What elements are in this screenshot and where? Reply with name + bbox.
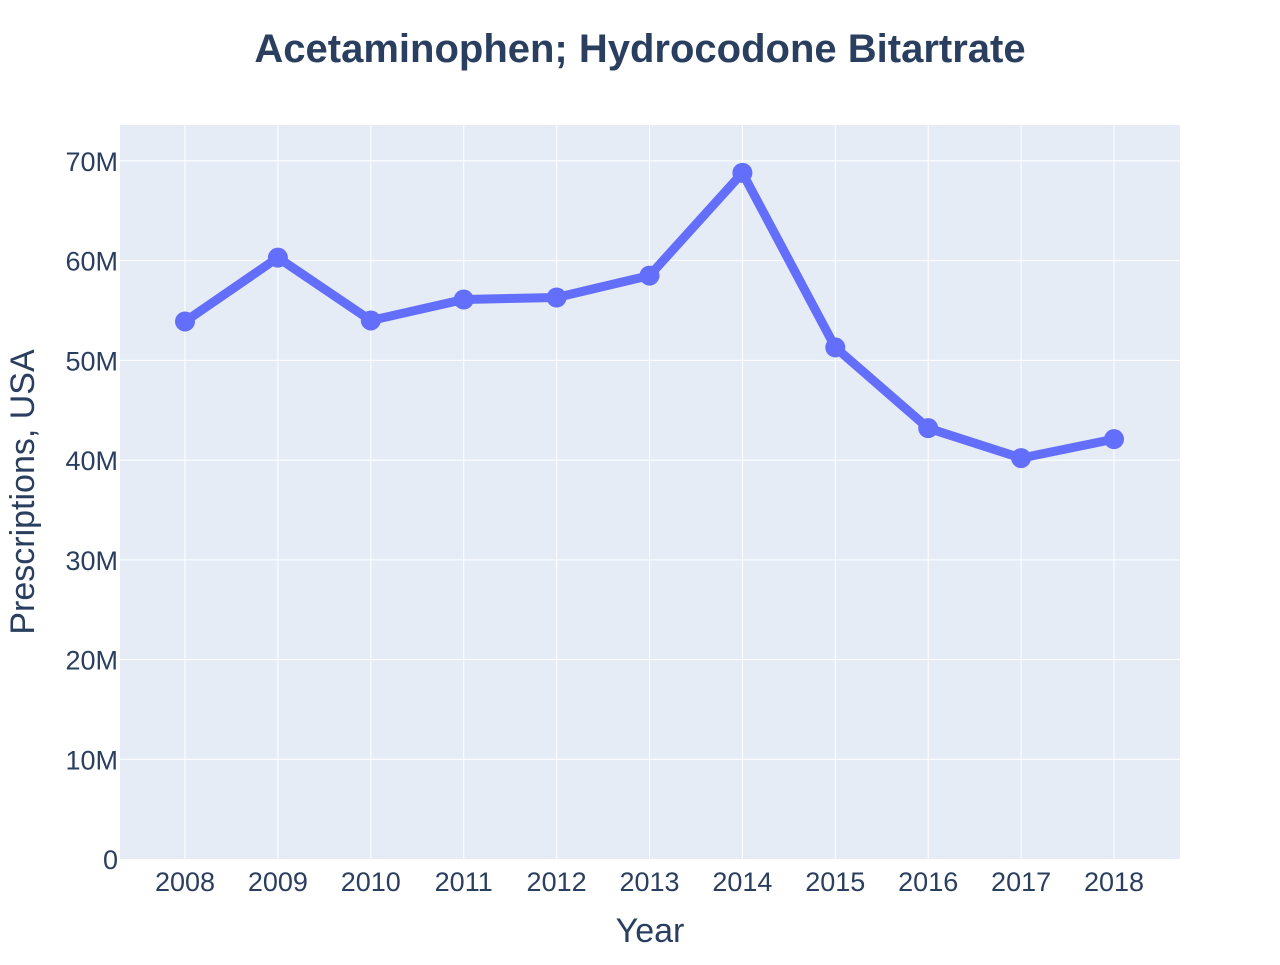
y-tick-label: 50M bbox=[65, 346, 118, 376]
x-tick-label: 2008 bbox=[155, 867, 215, 897]
x-tick-label: 2012 bbox=[527, 867, 587, 897]
x-axis-tick-labels: 2008 2009 2010 2011 2012 2013 2014 2015 2016 2017… bbox=[155, 867, 1144, 897]
x-tick-label: 2011 bbox=[435, 867, 493, 897]
chart-title: Acetaminophen; Hydrocodone Bitartrate bbox=[254, 27, 1025, 71]
x-tick-label: 2016 bbox=[898, 867, 958, 897]
y-tick-label: 30M bbox=[65, 546, 118, 576]
x-tick-label: 2009 bbox=[248, 867, 308, 897]
x-tick-label: 2010 bbox=[341, 867, 401, 897]
y-tick-label: 20M bbox=[65, 646, 118, 676]
x-axis-title: Year bbox=[616, 912, 685, 950]
y-tick-label: 10M bbox=[65, 745, 118, 775]
y-tick-label: 60M bbox=[65, 247, 118, 277]
grid-lines bbox=[120, 125, 1180, 859]
series-layer bbox=[175, 162, 1124, 469]
data-point bbox=[918, 418, 939, 439]
data-point bbox=[1104, 429, 1124, 450]
data-point bbox=[639, 265, 660, 286]
data-point bbox=[546, 287, 567, 308]
data-point bbox=[175, 311, 195, 332]
data-point bbox=[1011, 448, 1032, 469]
data-point bbox=[453, 289, 474, 310]
x-tick-label: 2018 bbox=[1084, 867, 1144, 897]
y-axis-tick-labels: 0 10M 20M 30M 40M 50M 60M 70M bbox=[65, 147, 118, 875]
data-point bbox=[732, 162, 753, 183]
y-tick-label: 0 bbox=[103, 845, 118, 875]
x-tick-label: 2013 bbox=[619, 867, 679, 897]
y-tick-label: 40M bbox=[65, 446, 118, 476]
x-tick-label: 2014 bbox=[712, 867, 772, 897]
y-tick-label: 70M bbox=[65, 147, 118, 177]
data-point bbox=[267, 247, 288, 268]
x-tick-label: 2017 bbox=[991, 867, 1051, 897]
data-point bbox=[360, 310, 381, 331]
data-point bbox=[825, 337, 846, 358]
y-axis-title: Prescriptions, USA bbox=[4, 349, 42, 635]
x-tick-label: 2015 bbox=[805, 867, 865, 897]
